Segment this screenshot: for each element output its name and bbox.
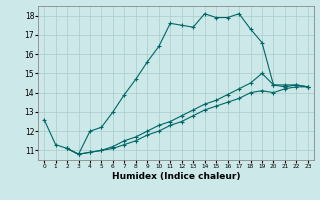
X-axis label: Humidex (Indice chaleur): Humidex (Indice chaleur) — [112, 172, 240, 181]
